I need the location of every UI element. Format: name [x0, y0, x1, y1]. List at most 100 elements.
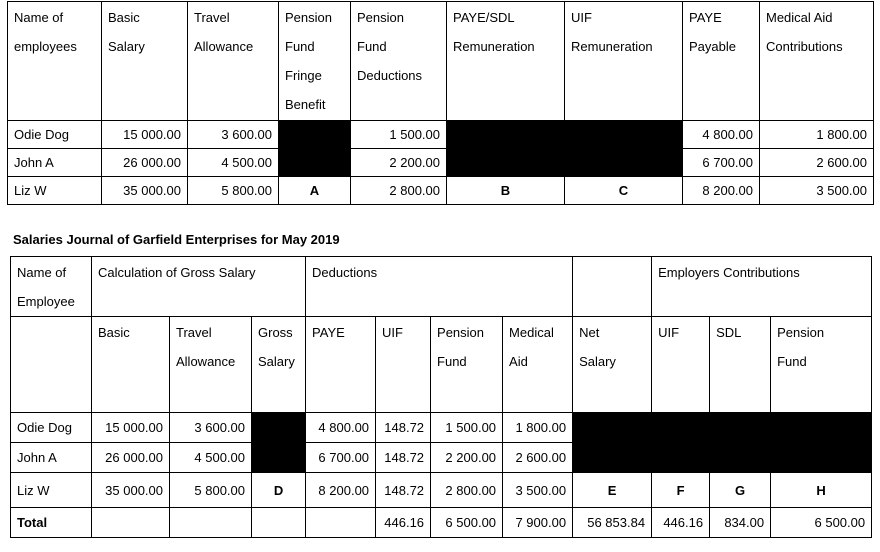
- table-row: John A 26 000.00 4 500.00 2 200.00 6 700…: [7, 148, 874, 177]
- blacked-out-cell: [572, 442, 653, 473]
- header-name-of-employees: Name of employees: [7, 1, 102, 121]
- answer-label-e: E: [572, 472, 653, 508]
- empty-header-cell: [572, 256, 653, 317]
- paye-payable-cell: 4 800.00: [682, 120, 760, 149]
- answer-label-d: D: [250, 472, 307, 508]
- pension-deduction-cell: 2 800.00: [350, 176, 447, 205]
- table-row: Liz W 35 000.00 5 800.00 D 8 200.00 148.…: [10, 472, 873, 508]
- medical-aid-cell: 2 600.00: [759, 148, 874, 177]
- medical-cell: 1 800.00: [502, 412, 574, 443]
- blacked-out-cell: [250, 412, 307, 443]
- total-label: Total: [10, 507, 92, 538]
- paye-payable-cell: 6 700.00: [682, 148, 760, 177]
- answer-label-b: B: [446, 176, 565, 205]
- table-row: Liz W 35 000.00 5 800.00 A 2 800.00 B C …: [7, 176, 874, 205]
- employee-name: Odie Dog: [10, 412, 92, 443]
- blacked-out-cell: [770, 412, 873, 443]
- employee-earnings-table: Name of employees Basic Salary Travel Allow…: [7, 1, 874, 205]
- blacked-out-cell: [278, 148, 351, 177]
- header-travel-allowance: Travel Allowance: [169, 316, 252, 413]
- pension-cell: 2 200.00: [430, 442, 504, 473]
- total-row: Total 446.16 6 500.00 7 900.00 56 853.84…: [10, 507, 873, 538]
- header-paye-payable: PAYE Payable: [682, 1, 760, 121]
- salaries-journal-table: Name of Employee Calculation of Gross Sal…: [10, 256, 873, 538]
- header-pension-fund-fringe-benefit: Pension Fund Fringe Benefit: [278, 1, 351, 121]
- table1-header-row: Name of employees Basic Salary Travel Allow…: [7, 1, 874, 121]
- answer-label-g: G: [709, 472, 772, 508]
- blacked-out-cell: [446, 148, 565, 177]
- header-paye-sdl-remuneration: PAYE/SDL Remuneration: [446, 1, 565, 121]
- pension-deduction-cell: 2 200.00: [350, 148, 447, 177]
- pension-cell: 1 500.00: [430, 412, 504, 443]
- travel-cell: 4 500.00: [169, 442, 252, 473]
- uif-cell: 148.72: [375, 472, 432, 508]
- uif-cell: 148.72: [375, 442, 432, 473]
- blacked-out-cell: [564, 120, 683, 149]
- header-medical-aid-contributions: Medical Aid Contributions: [759, 1, 874, 121]
- paye-cell: 4 800.00: [305, 412, 377, 443]
- empty-cell: [91, 507, 170, 538]
- total-employer-pension: 6 500.00: [770, 507, 873, 538]
- header-net-salary: Net Salary: [572, 316, 653, 413]
- employee-name: Liz W: [7, 176, 102, 205]
- empty-cell: [250, 507, 307, 538]
- employee-name: Liz W: [10, 472, 92, 508]
- header-deductions: Deductions: [305, 256, 574, 317]
- blacked-out-cell: [278, 120, 351, 149]
- answer-label-c: C: [564, 176, 683, 205]
- header-pension-fund-deductions: Pension Fund Deductions: [350, 1, 447, 121]
- basic-salary-cell: 26 000.00: [101, 148, 188, 177]
- travel-allowance-cell: 3 600.00: [187, 120, 279, 149]
- header-employer-sdl: SDL: [709, 316, 772, 413]
- header-travel-allowance: Travel Allowance: [187, 1, 279, 121]
- total-uif: 446.16: [375, 507, 432, 538]
- paye-cell: 8 200.00: [305, 472, 377, 508]
- basic-salary-cell: 35 000.00: [101, 176, 188, 205]
- journal-sub-header-row: Basic Travel Allowance Gross Salary PAYE U…: [10, 316, 873, 413]
- table-row: John A 26 000.00 4 500.00 6 700.00 148.7…: [10, 442, 873, 473]
- basic-cell: 26 000.00: [91, 442, 170, 473]
- header-pension-fund: Pension Fund: [430, 316, 504, 413]
- total-net-salary: 56 853.84: [572, 507, 653, 538]
- pension-cell: 2 800.00: [430, 472, 504, 508]
- basic-cell: 35 000.00: [91, 472, 170, 508]
- travel-allowance-cell: 5 800.00: [187, 176, 279, 205]
- journal-group-header-row: Name of Employee Calculation of Gross Sal…: [10, 256, 873, 317]
- blacked-out-cell: [770, 442, 873, 473]
- travel-cell: 5 800.00: [169, 472, 252, 508]
- header-employer-pension-fund: Pension Fund: [770, 316, 873, 413]
- medical-aid-cell: 3 500.00: [759, 176, 874, 205]
- header-basic: Basic: [91, 316, 170, 413]
- paye-payable-cell: 8 200.00: [682, 176, 760, 205]
- paye-cell: 6 700.00: [305, 442, 377, 473]
- blacked-out-cell: [572, 412, 653, 443]
- header-medical-aid: Medical Aid: [502, 316, 574, 413]
- basic-salary-cell: 15 000.00: [101, 120, 188, 149]
- medical-cell: 3 500.00: [502, 472, 574, 508]
- table-row: Odie Dog 15 000.00 3 600.00 4 800.00 148…: [10, 412, 873, 443]
- header-employer-uif: UIF: [651, 316, 711, 413]
- journal-title: Salaries Journal of Garfield Enterprises…: [13, 232, 340, 247]
- medical-cell: 2 600.00: [502, 442, 574, 473]
- header-gross-salary: Gross Salary: [250, 316, 307, 413]
- header-uif: UIF: [375, 316, 432, 413]
- header-calculation-of-gross-salary: Calculation of Gross Salary: [90, 256, 307, 317]
- empty-cell: [169, 507, 252, 538]
- pension-deduction-cell: 1 500.00: [350, 120, 447, 149]
- header-employers-contributions: Employers Contributions: [651, 256, 873, 317]
- employee-name: Odie Dog: [7, 120, 102, 149]
- total-employer-uif: 446.16: [651, 507, 711, 538]
- blacked-out-cell: [651, 442, 711, 473]
- employee-name: John A: [7, 148, 102, 177]
- total-employer-sdl: 834.00: [709, 507, 772, 538]
- header-name-of-employee: Name of Employee: [10, 256, 92, 317]
- travel-cell: 3 600.00: [169, 412, 252, 443]
- answer-label-f: F: [651, 472, 711, 508]
- basic-cell: 15 000.00: [91, 412, 170, 443]
- uif-cell: 148.72: [375, 412, 432, 443]
- employee-name: John A: [10, 442, 92, 473]
- header-basic-salary: Basic Salary: [101, 1, 188, 121]
- header-paye: PAYE: [305, 316, 377, 413]
- blacked-out-cell: [250, 442, 307, 473]
- answer-label-h: H: [770, 472, 873, 508]
